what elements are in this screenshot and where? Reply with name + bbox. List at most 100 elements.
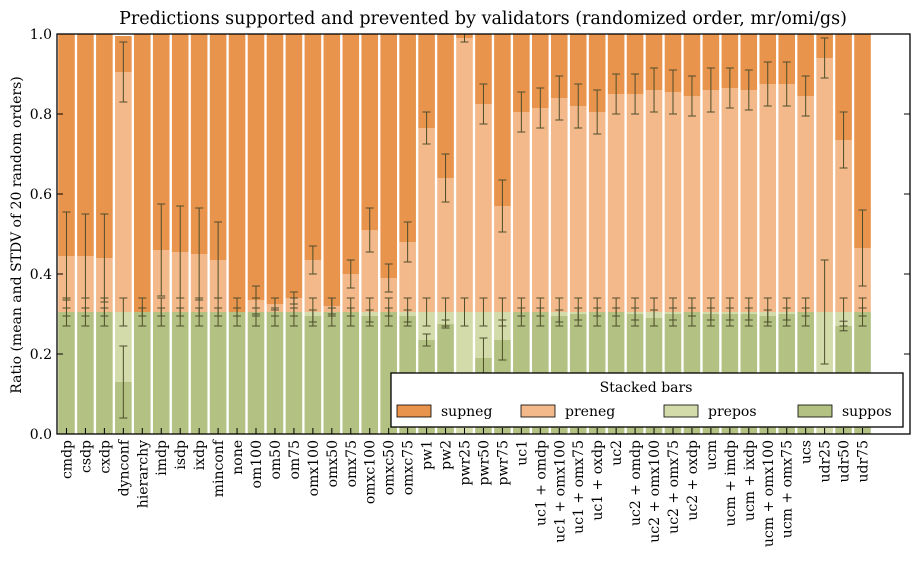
error-bar-preneg (119, 41, 128, 103)
error-bar-preneg (100, 213, 109, 303)
bar-preneg-omxc50 (380, 278, 397, 312)
error-bar-preneg (801, 75, 810, 117)
error-bar-preneg (176, 205, 185, 299)
y-tick-label: 0.6 (30, 187, 52, 203)
error-bar-preneg (214, 221, 223, 299)
legend-label: prepos (708, 404, 757, 420)
error-bar-preneg (706, 67, 715, 113)
x-tick-label: om75 (287, 440, 303, 480)
legend-entry-suppos: suppos (797, 404, 892, 420)
bar-preneg-omxc75 (399, 242, 416, 312)
error-bar-preneg (327, 297, 336, 315)
bar-suppos-none (228, 312, 246, 434)
bar-suppos-omx100 (304, 316, 322, 434)
bar-suppos-om100 (247, 312, 265, 434)
bar-supneg-pwr50 (475, 34, 492, 104)
y-tick-label: 0.2 (30, 347, 52, 363)
bar-supneg-omx100 (304, 34, 322, 260)
bar-supneg-ucm-omx75 (778, 34, 796, 84)
x-tick-label: uc1 + omdp (533, 440, 549, 526)
y-tick-label: 1.0 (30, 27, 52, 43)
bar-supneg-uc1 (513, 34, 530, 112)
x-tick-label: omxc100 (363, 440, 379, 504)
bar-supneg-uc1-omx75 (569, 34, 587, 106)
error-bar-prepos (138, 297, 147, 327)
y-tick-label: 0.8 (30, 107, 52, 123)
bar-preneg-omxc100 (361, 230, 379, 312)
legend-entry-prepos: prepos (663, 404, 757, 420)
error-bar-preneg (62, 211, 71, 301)
bar-preneg-ucm (702, 90, 720, 312)
bar-preneg-uc2-oxdp (683, 96, 701, 312)
error-bar-preneg (270, 297, 279, 311)
error-bar-preneg (498, 179, 507, 233)
bar-preneg-pw2 (437, 178, 454, 312)
bar-supneg-cmdp (58, 34, 75, 256)
error-bar-prepos (403, 297, 412, 327)
x-tick-label: om100 (249, 440, 265, 488)
legend: Stacked bars supneg preneg prepos suppos (390, 372, 904, 428)
x-tick-label: uc2 + omx75 (666, 440, 682, 534)
error-bar-preneg (252, 285, 261, 315)
bar-preneg-uc2-omx75 (664, 92, 682, 312)
legend-swatch (797, 404, 833, 418)
bar-preneg-omx75 (342, 274, 360, 312)
error-bar-preneg (612, 73, 621, 115)
error-bar-prepos (422, 297, 431, 327)
bar-preneg-ucm-omx75 (778, 84, 796, 312)
bar-supneg-uc2-omx100 (645, 34, 663, 90)
error-bar-prepos (365, 297, 374, 327)
error-bar-preneg (820, 37, 829, 79)
x-tick-label: ixdp (192, 440, 208, 470)
error-bar-prepos (460, 297, 469, 327)
bar-supneg-hierarchy (133, 34, 151, 312)
error-bar-prepos (308, 297, 317, 327)
x-tick-label: none (230, 440, 246, 475)
bar-supneg-omx75 (342, 34, 360, 274)
legend-entry-supneg: supneg (396, 404, 492, 420)
legend-title: Stacked bars (600, 380, 693, 396)
bar-supneg-uc1-omdp (532, 34, 549, 108)
bar-supneg-udr75 (854, 34, 871, 248)
bar-preneg-uc1-omdp (532, 108, 549, 312)
bar-suppos-csdp (77, 312, 94, 434)
y-axis-label: Ratio (mean and STDV of 20 random orders… (9, 76, 25, 393)
error-bar-preneg (782, 61, 791, 107)
legend-swatch (396, 404, 432, 418)
x-tick-label: omx75 (344, 440, 360, 487)
error-bar-prepos (384, 297, 393, 327)
error-bar-preneg (441, 153, 450, 203)
legend-swatch (663, 404, 699, 418)
x-tick-label: dynconf (116, 438, 132, 496)
x-tick-label: pw1 (420, 440, 436, 470)
bar-preneg-uc2-omdp (626, 94, 644, 312)
bar-preneg-omx100 (304, 260, 322, 312)
bar-supneg-ucs (797, 34, 814, 96)
error-bar-prepos (839, 297, 848, 327)
bar-supneg-isdp (171, 34, 189, 252)
bar-supneg-minconf (209, 34, 227, 260)
error-bar-prepos (763, 297, 772, 327)
bar-preneg-pwr25 (456, 38, 473, 312)
bar-supneg-om100 (247, 34, 265, 300)
x-tick-label: uc2 + omdp (628, 440, 644, 526)
error-bar-preneg (422, 111, 431, 145)
x-tick-label: uc1 (514, 440, 530, 466)
bar-supneg-udr50 (835, 34, 852, 140)
bar-prepos-pwr50 (475, 312, 492, 358)
x-tick-label: omx100 (306, 440, 322, 496)
bar-preneg-udr25 (816, 58, 833, 312)
x-tick-label: isdp (173, 440, 189, 470)
bar-preneg-pwr75 (494, 206, 511, 312)
x-tick-label: omx50 (325, 440, 341, 487)
bar-preneg-uc1 (513, 112, 530, 312)
error-bar-prepos (706, 297, 715, 327)
error-bar-prepos (725, 297, 734, 327)
bar-supneg-cxdp (96, 34, 113, 258)
error-bar-preneg (763, 61, 772, 107)
bar-supneg-pw2 (437, 34, 454, 178)
x-tick-label: udr25 (818, 440, 834, 483)
x-tick-label: uc1 + omx100 (552, 440, 568, 543)
bar-supneg-ucm-ixdp (740, 34, 758, 90)
